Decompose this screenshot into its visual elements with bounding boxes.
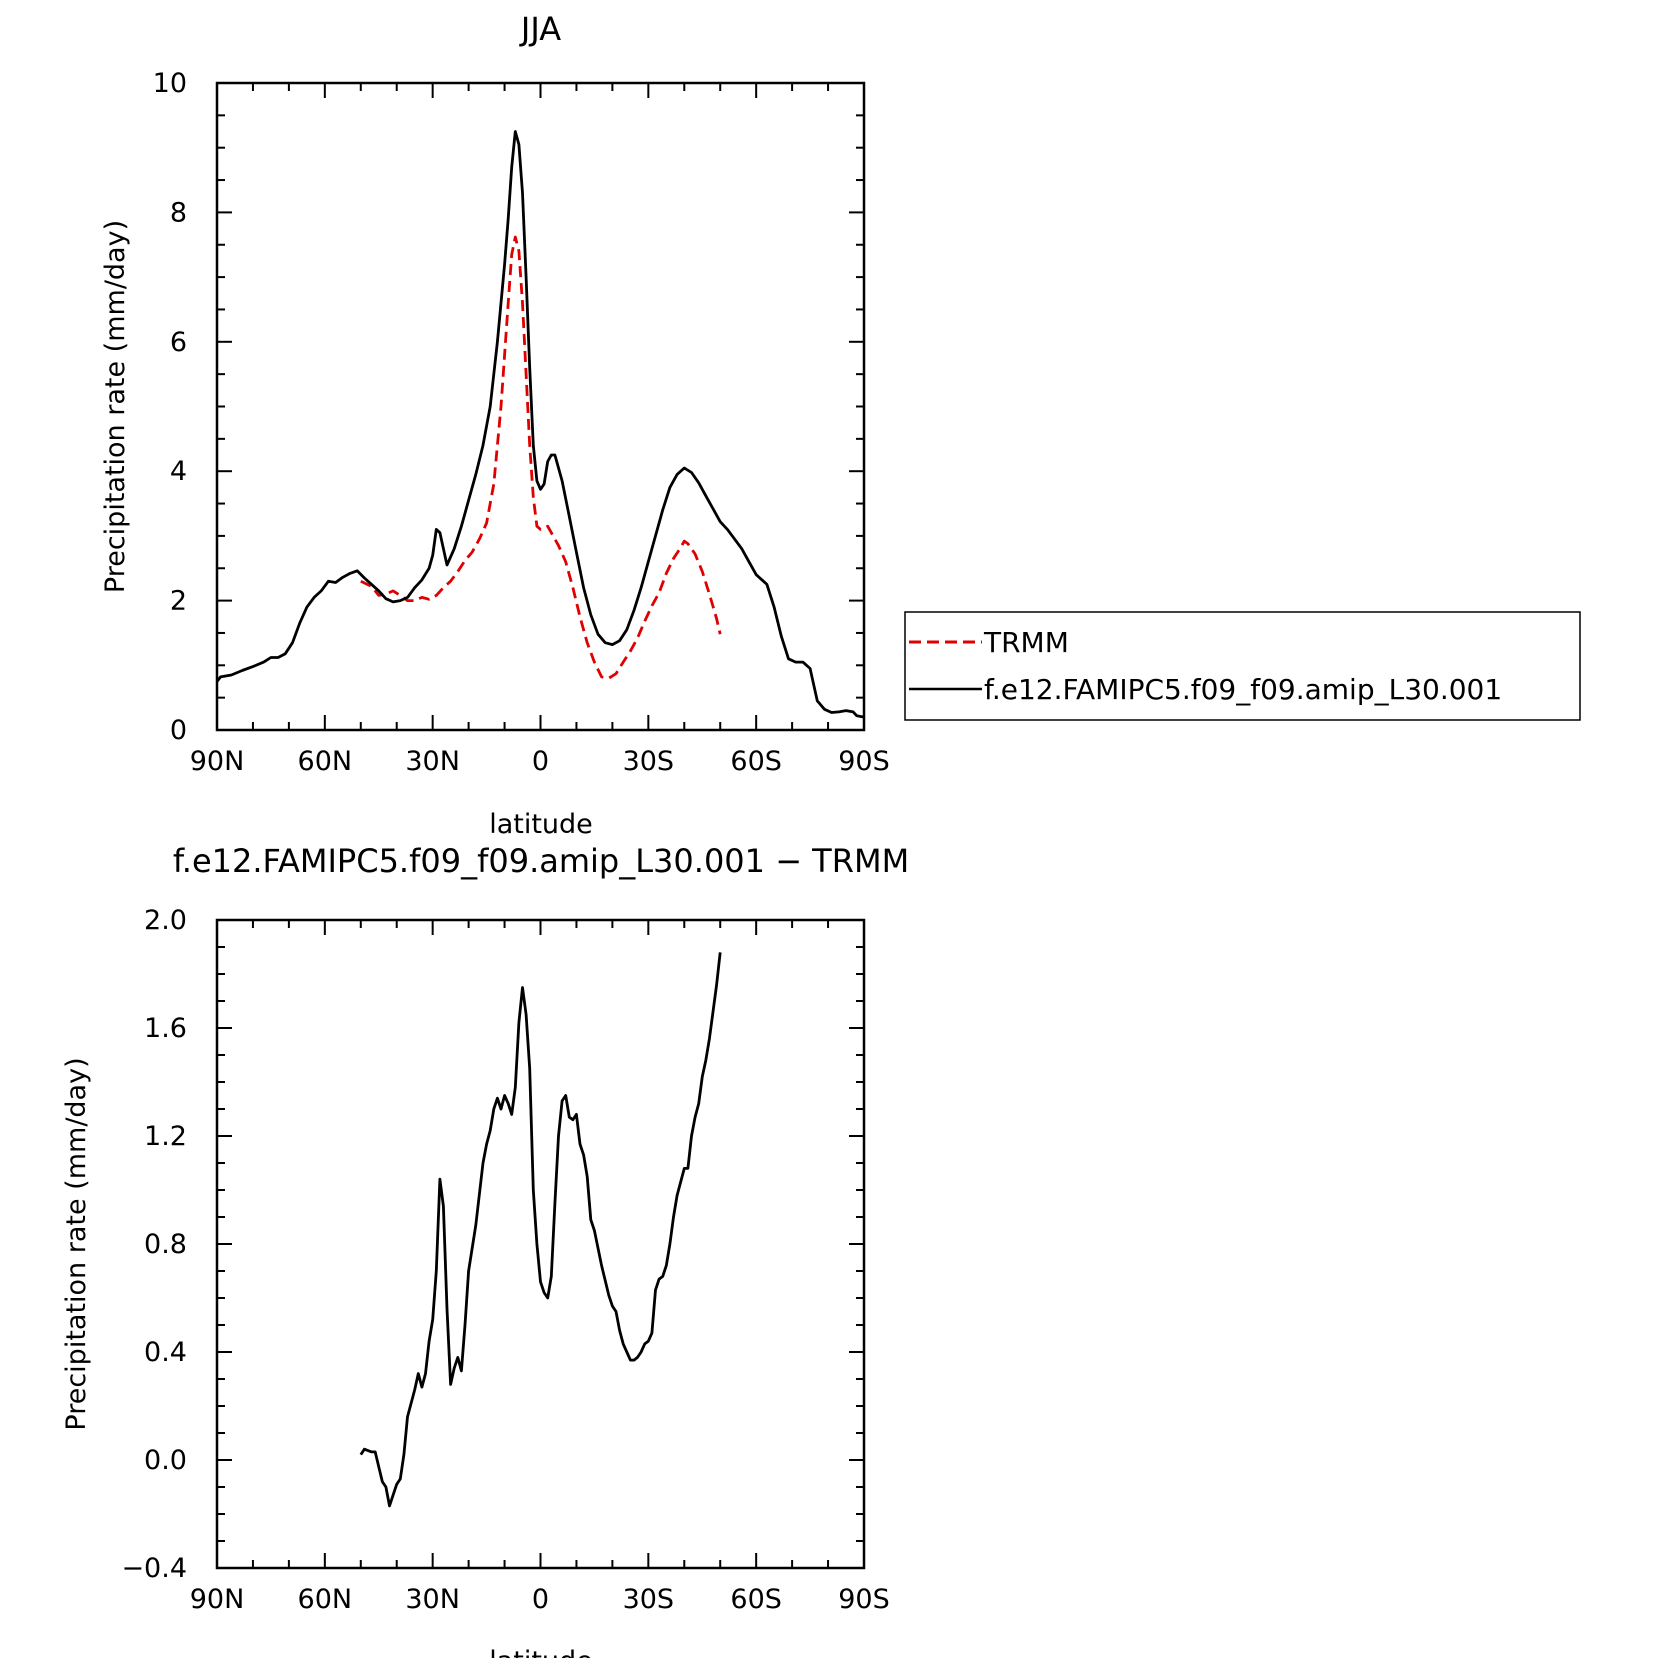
- y-tick-label: 6: [170, 327, 187, 358]
- top-chart-plot-frame: [215, 81, 866, 732]
- legend-label-trmm: TRMM: [983, 626, 1069, 659]
- y-tick-label: 1.2: [144, 1121, 187, 1152]
- x-tick-label: 30S: [623, 746, 675, 777]
- bottom-chart-y-tick-labels: −0.4 0.0 0.4 0.8 1.2 1.6 2.0: [121, 905, 187, 1584]
- y-tick-label: 4: [170, 456, 187, 487]
- y-tick-label: 0: [170, 715, 187, 746]
- x-tick-label: 60S: [730, 1584, 782, 1615]
- x-tick-label: 30N: [405, 746, 460, 777]
- x-tick-label: 90S: [838, 746, 890, 777]
- top-chart-title: JJA: [519, 10, 561, 48]
- y-tick-label: 0.0: [144, 1445, 187, 1476]
- y-tick-label: −0.4: [121, 1553, 187, 1584]
- top-chart-y-tick-labels: 0 2 4 6 8 10: [153, 68, 187, 746]
- y-tick-label: 2.0: [144, 905, 187, 936]
- top-chart-y-axis-label: Precipitation rate (mm/day): [100, 220, 131, 593]
- top-chart-panel: JJA 90N 60N 30N 0 30S 60S 90S 0 2 4 6 8 10 latitude…: [100, 10, 890, 840]
- x-tick-label: 30S: [623, 1584, 675, 1615]
- x-tick-label: 60N: [298, 1584, 353, 1615]
- y-tick-label: 10: [153, 68, 187, 99]
- bottom-chart-x-tick-labels: 90N 60N 30N 0 30S 60S 90S: [190, 1584, 890, 1615]
- bottom-chart-plot-frame: [215, 918, 866, 1570]
- y-tick-label: 2: [170, 586, 187, 617]
- top-series-line-trmm: [360, 235, 722, 680]
- bottom-chart-x-axis-label: latitude: [489, 1646, 593, 1658]
- y-tick-label: 8: [170, 197, 187, 228]
- x-tick-label: 0: [532, 1584, 549, 1615]
- top-chart-x-axis-label: latitude: [489, 809, 593, 840]
- x-tick-label: 90N: [190, 1584, 245, 1615]
- legend-label-model: f.e12.FAMIPC5.f09_f09.amip_L30.001: [984, 673, 1502, 706]
- bottom-chart-series: [359, 952, 722, 1508]
- bottom-chart-y-axis-label: Precipitation rate (mm/day): [61, 1057, 92, 1430]
- y-tick-label: 1.6: [144, 1013, 187, 1044]
- x-tick-label: 60S: [730, 746, 782, 777]
- bottom-chart-title: f.e12.FAMIPC5.f09_f09.amip_L30.001 − TRM…: [173, 842, 909, 880]
- top-chart-series: [215, 130, 865, 719]
- legend-box: [904, 611, 1581, 721]
- x-tick-label: 60N: [298, 746, 353, 777]
- legend: TRMM f.e12.FAMIPC5.f09_f09.amip_L30.001: [904, 611, 1581, 721]
- x-tick-label: 90N: [190, 746, 245, 777]
- y-tick-label: 0.8: [144, 1229, 187, 1260]
- bottom-series-line-difference: [359, 952, 722, 1508]
- x-tick-label: 30N: [405, 1584, 460, 1615]
- y-tick-label: 0.4: [144, 1337, 187, 1368]
- bottom-chart-panel: f.e12.FAMIPC5.f09_f09.amip_L30.001 − TRM…: [61, 842, 909, 1658]
- top-series-line-f-e12-famipc5-f09-f09-amip-l30-001: [215, 130, 865, 719]
- top-chart-x-tick-labels: 90N 60N 30N 0 30S 60S 90S: [190, 746, 890, 777]
- bottom-chart-ticks: [216, 919, 865, 1569]
- x-tick-label: 90S: [838, 1584, 890, 1615]
- top-chart-ticks: [216, 82, 865, 731]
- x-tick-label: 0: [532, 746, 549, 777]
